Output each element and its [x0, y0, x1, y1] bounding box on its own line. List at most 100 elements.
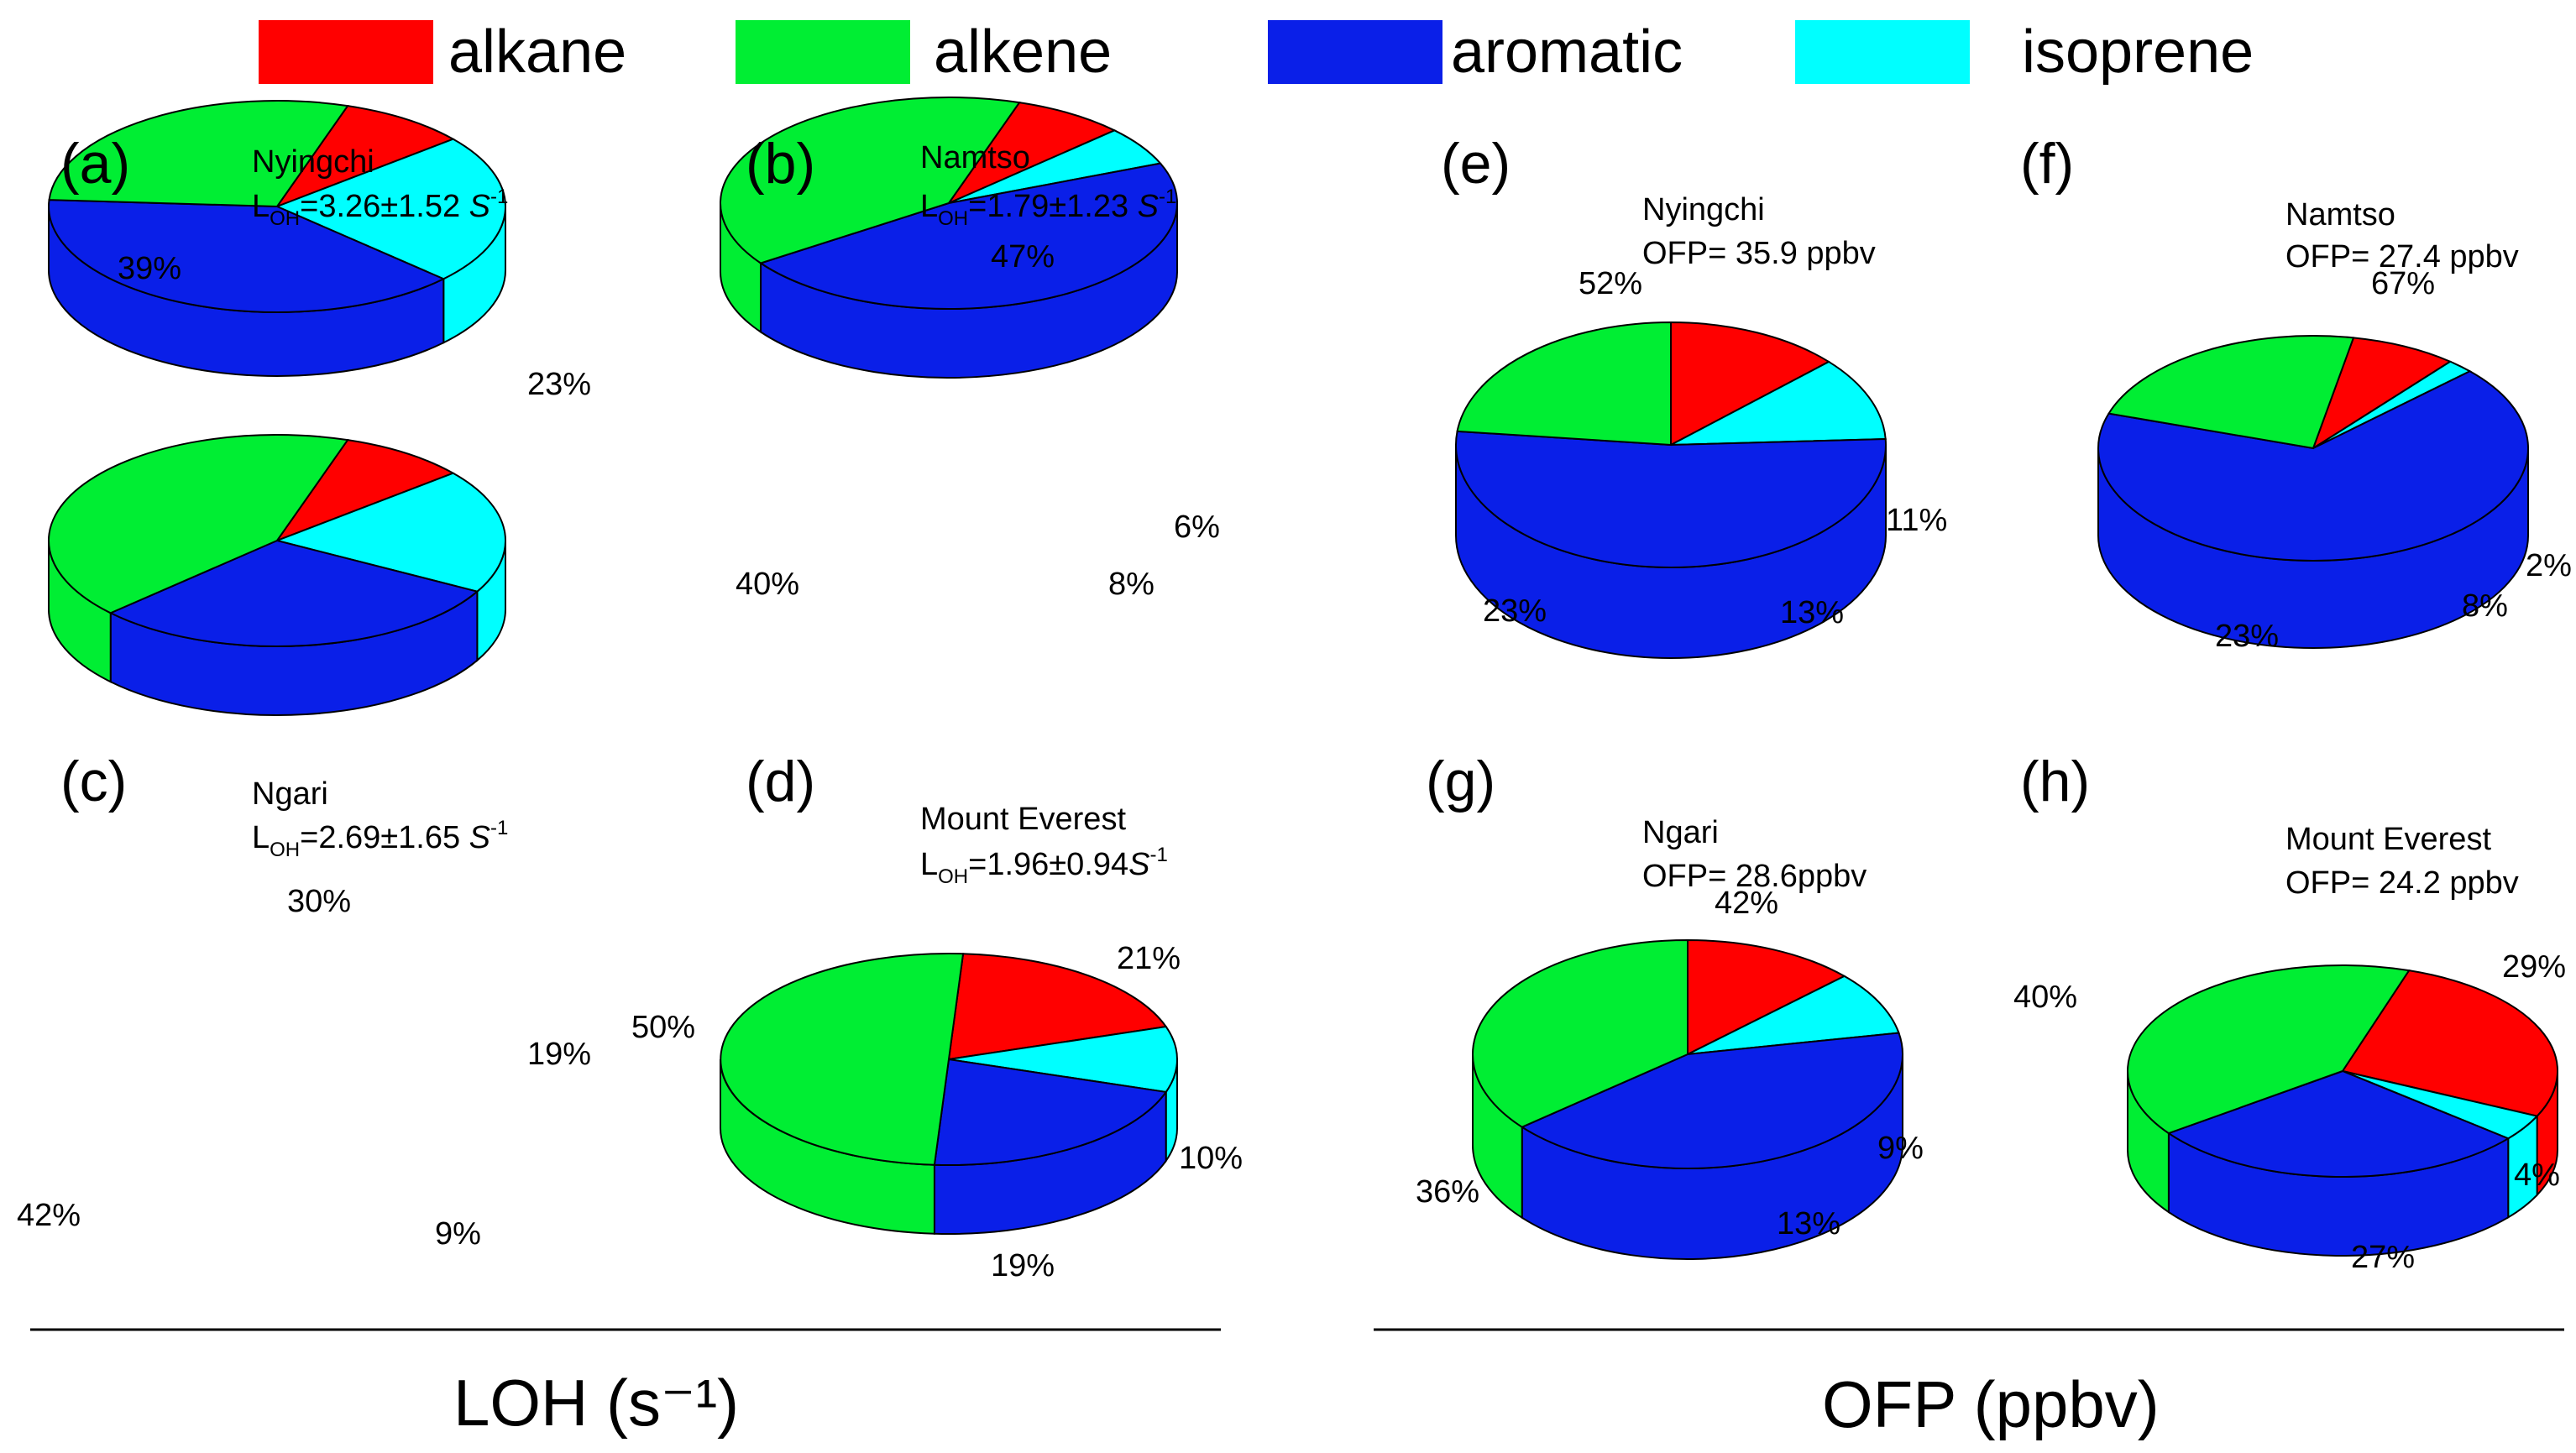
pie-panel-b: 8% 6% 47% 40% (b) Namtso LOH=1.79±1.23 S-1	[720, 97, 1220, 602]
panel-letter: (g)	[1426, 750, 1495, 813]
loh-value: LOH=3.26±1.52 S-1	[252, 186, 508, 230]
pie-panel-f: 8% 2% 67% 23% (f) Namtso OFP= 27.4 ppbv	[2020, 132, 2572, 654]
pct-label-isoprene: 2%	[2526, 548, 2572, 583]
pie-slice-alkene	[2107, 335, 2355, 450]
pct-label-isoprene: 19%	[527, 1037, 591, 1072]
panel-letter: (f)	[2020, 132, 2074, 196]
ofp-value: OFP= 24.2 ppbv	[2285, 865, 2519, 901]
legend-swatch-aromatic	[1268, 20, 1442, 84]
pct-label-isoprene: 10%	[1179, 1141, 1243, 1176]
pie-slice-alkane	[1687, 938, 1846, 1056]
legend-label-alkane: alkane	[448, 18, 626, 86]
pie-panel-h: 27% 4% 29% 40% (h) Mount Everest OFP= 24.2 ppb…	[2013, 750, 2566, 1275]
pie-slice-alkene	[720, 97, 1021, 264]
pie-slice-isoprene	[275, 138, 506, 280]
pct-label-alkene: 40%	[736, 567, 799, 602]
pct-label-alkane: 9%	[435, 1216, 481, 1252]
pct-label-alkane: 8%	[2462, 588, 2508, 624]
panel-letter: (h)	[2020, 750, 2090, 813]
pct-label-aromatic: 67%	[2371, 266, 2435, 301]
pct-label-isoprene: 9%	[1877, 1131, 1924, 1166]
panel-letter: (a)	[60, 132, 130, 196]
pie-slice-alkene	[720, 954, 963, 1165]
pie-slice-alkene	[2127, 964, 2411, 1135]
pie-slice-aromatic	[758, 162, 1178, 310]
pct-label-alkene: 50%	[631, 1010, 695, 1045]
legend-label-isoprene: isoprene	[2022, 18, 2254, 86]
legend-swatch-alkane	[259, 20, 433, 84]
ofp-value: OFP= 28.6ppbv	[1642, 859, 1867, 894]
site-name: Ngari	[1642, 815, 1719, 850]
pie-slice-isoprene	[1687, 975, 1900, 1055]
pie-slice-aromatic	[1520, 1032, 1903, 1170]
pct-label-alkene: 23%	[1483, 593, 1547, 629]
pct-label-isoprene: 23%	[527, 367, 591, 402]
pie-slice-alkane	[2341, 970, 2558, 1117]
site-name: Namtso	[2285, 197, 2395, 233]
pct-label-aromatic: 42%	[1715, 886, 1778, 921]
pie-side-alkene	[720, 1058, 935, 1235]
pct-label-alkane: 27%	[2351, 1240, 2415, 1275]
pie-slice-aromatic	[2166, 1069, 2511, 1179]
legend-swatch-isoprene	[1795, 20, 1970, 84]
site-name: Ngari	[252, 776, 328, 812]
pie-slice-alkane	[275, 105, 455, 209]
panel-letter: (d)	[746, 750, 815, 813]
panel-letter: (c)	[60, 750, 127, 813]
legend-swatch-alkene	[736, 20, 910, 84]
pie-slice-alkane	[2312, 337, 2453, 451]
pie-panel-e: 13% 11% 52% 23% (e) Nyingchi OFP= 35.9 ppbv	[1441, 132, 1947, 659]
site-name: Nyingchi	[252, 144, 374, 180]
pct-label-alkane: 19%	[991, 1248, 1055, 1283]
loh-value: LOH=2.69±1.65 S-1	[252, 817, 508, 861]
pie-slice-isoprene	[1670, 360, 1887, 446]
pct-label-alkene: 42%	[17, 1198, 81, 1233]
ofp-section-label: OFP (ppbv)	[1822, 1367, 2160, 1441]
pct-label-alkene: 23%	[2215, 619, 2279, 654]
panel-letter: (e)	[1441, 132, 1511, 196]
site-name: Mount Everest	[2285, 822, 2491, 857]
loh-value: LOH=1.96±0.94S-1	[920, 844, 1168, 888]
pie-slice-aromatic	[1455, 430, 1887, 568]
pct-label-isoprene: 4%	[2514, 1158, 2560, 1193]
pct-label-isoprene: 11%	[1886, 503, 1947, 538]
ofp-value: OFP= 27.4 ppbv	[2285, 239, 2519, 274]
pie-panel-c: 9% 19% 30% 42% (c) Ngari LOH=2.69±1.65 S-1	[17, 434, 591, 1252]
pie-slice-aromatic	[933, 1058, 1168, 1166]
pct-label-aromatic: 21%	[1117, 941, 1181, 976]
pct-label-alkane: 13%	[1777, 1206, 1840, 1241]
site-name: Namtso	[920, 140, 1030, 175]
ofp-value: OFP= 35.9 ppbv	[1642, 236, 1876, 271]
pct-label-aromatic: 30%	[287, 884, 351, 919]
pct-label-aromatic: 29%	[2502, 949, 2566, 985]
panel-letter: (b)	[746, 132, 815, 196]
legend-label-alkene: alkene	[934, 18, 1112, 86]
pie-slice-aromatic	[48, 199, 446, 313]
site-name: Nyingchi	[1642, 192, 1765, 227]
pct-label-alkane: 8%	[1108, 567, 1154, 602]
pie-slice-aromatic	[108, 539, 479, 647]
pct-label-alkene: 36%	[1416, 1174, 1479, 1210]
pct-label-aromatic: 39%	[118, 251, 181, 286]
pie-panel-g: 13% 9% 42% 36% (g) Ngari OFP= 28.6ppbv	[1416, 750, 1924, 1260]
pct-label-aromatic: 47%	[991, 239, 1055, 274]
pie-slice-isoprene	[274, 472, 506, 593]
pie-slice-alkane	[1670, 321, 1831, 447]
pie-slice-isoprene	[948, 1025, 1178, 1094]
loh-section-label: LOH (s⁻¹)	[453, 1366, 739, 1440]
pie-slice-aromatic	[2097, 370, 2529, 562]
pie-slice-alkene	[1472, 938, 1689, 1128]
pie-slice-alkane	[946, 102, 1117, 206]
pie-slice-alkene	[48, 100, 349, 208]
pct-label-aromatic: 52%	[1579, 266, 1642, 301]
legend-label-aromatic: aromatic	[1451, 18, 1683, 86]
site-name: Mount Everest	[920, 802, 1126, 837]
pie-slice-alkane	[947, 953, 1168, 1061]
pct-label-alkene: 40%	[2013, 980, 2077, 1015]
pie-panel-d: 19% 10% 21% 50% (d) Mount Everest LOH=1.96±0.9…	[631, 750, 1243, 1283]
pie-slice-alkene	[48, 434, 349, 614]
pct-label-isoprene: 6%	[1174, 510, 1220, 545]
pie-slice-alkane	[275, 439, 455, 543]
pct-label-alkane: 13%	[1780, 595, 1844, 630]
